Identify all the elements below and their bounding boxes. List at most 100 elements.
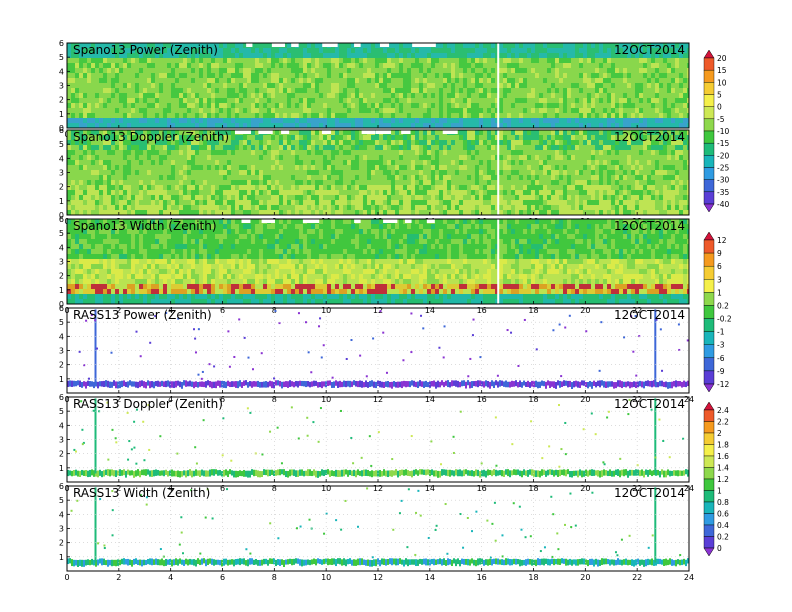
sample-point [452,451,455,454]
y-tick-label: 3 [59,169,64,178]
colorbar-swatch [703,118,715,132]
y-tick-label: 4 [59,243,64,252]
data-gap [302,219,316,223]
sample-point [339,409,342,412]
sample-point [80,400,83,403]
colorbar-swatch [703,513,715,526]
sample-point [495,464,498,467]
sample-point [261,453,264,456]
y-tick-label: 3 [59,525,64,534]
data-gap [354,43,361,47]
data-gap [426,219,435,223]
sample-point [307,351,310,354]
sample-point [312,421,315,424]
colorbar-tick-label: 0.6 [717,510,729,519]
sample-point [415,511,418,514]
colorbar-swatch [703,94,715,107]
colorbar-tick-label: 0.2 [717,533,729,542]
sample-point [133,446,136,449]
sample-point [73,448,76,451]
y-tick-label: 6 [59,126,64,135]
panel-title: RASS13 Width (Zenith) [73,486,210,500]
sample-point [659,328,662,331]
colorbar-swatch [703,370,715,385]
sample-point [194,446,197,449]
sample-point [372,337,375,340]
sample-point [459,410,462,413]
colorbar-tick-label: -15 [717,139,729,148]
sample-point [417,489,420,492]
y-tick-label: 5 [59,229,64,238]
sample-point [471,530,474,533]
y-tick-label: 4 [59,510,64,519]
sample-point [551,555,554,558]
y-tick-label: 6 [59,215,64,224]
x-tick-label: 8 [272,395,277,404]
sample-point [299,525,302,528]
sample-point [462,546,465,549]
colorbar-tick-label: 2.4 [717,406,729,415]
sample-point [440,463,443,466]
sample-point [335,519,338,522]
colorbar-C: 2.4 2.2 2 1.8 1.6 1.4 1.2 1 0.8 0.6 0.4 0.2 0 [703,401,729,557]
plot-area [67,486,689,571]
x-tick-label: 6 [220,573,225,582]
sample-point [238,318,241,321]
y-tick-label: 2 [59,539,64,548]
sample-point [668,456,671,459]
sample-point [535,348,538,351]
colorbar-tick-label: -0.2 [717,315,732,324]
plot-area [67,308,689,393]
data-gap [497,219,500,304]
x-tick-label: 18 [528,395,538,404]
sample-point [350,339,353,342]
colorbar-swatch [703,142,715,156]
sample-point [269,522,272,525]
sample-point [107,458,110,461]
sample-point [249,411,252,414]
panel-date: 12OCT2014 [614,219,685,233]
sample-point [180,531,183,534]
x-tick-label: 2 [116,395,121,404]
sample-point [493,501,496,504]
sample-point [165,311,168,314]
sample-point [297,312,300,315]
y-tick-label: 6 [59,304,64,313]
x-tick-label: 12 [373,395,383,404]
sample-point [543,546,546,549]
x-tick-label: 22 [632,484,642,493]
sample-point [204,516,207,519]
sample-point [180,516,183,519]
panel-title: Spano13 Width (Zenith) [73,219,217,233]
sample-point [280,462,283,465]
sample-point [466,516,469,519]
x-tick-label: 16 [477,484,487,493]
sample-point [222,417,225,420]
sample-point [247,356,250,359]
sample-point [650,408,653,411]
data-gap [379,43,390,47]
colorbar-tick-label: 2.2 [717,418,729,427]
sample-point [590,412,593,415]
sample-point [90,314,93,317]
x-tick-label: 18 [528,484,538,493]
x-tick-label: 22 [632,573,642,582]
sample-point [430,440,433,443]
sample-point [359,354,362,357]
sample-point [636,464,639,467]
x-tick-label: 18 [528,306,538,315]
sample-point [182,552,185,555]
sample-point [407,488,410,491]
sample-point [558,465,561,468]
sample-point [130,448,133,451]
sample-point [128,440,131,443]
sample-point [368,435,371,438]
sample-point [510,331,513,334]
sample-point [199,552,202,555]
sample-point [233,355,236,358]
sample-point [246,407,249,410]
colorbar-swatch [703,421,715,434]
y-tick-label: 1 [59,375,64,384]
colorbar-tick-label: 1 [717,487,722,496]
